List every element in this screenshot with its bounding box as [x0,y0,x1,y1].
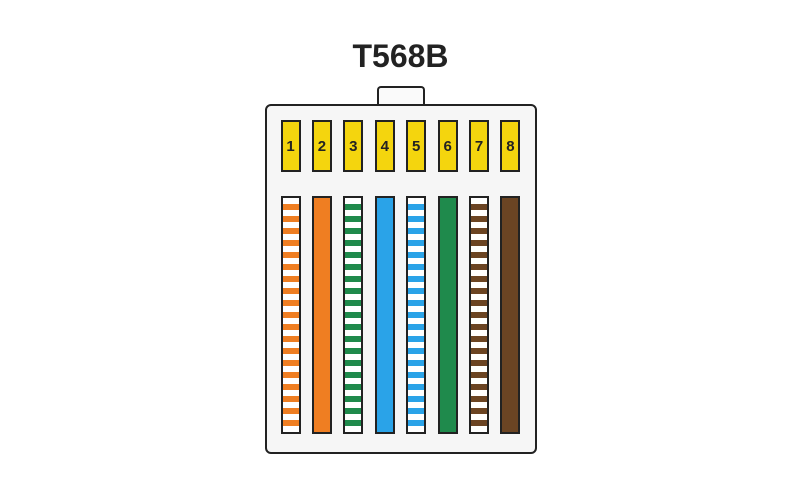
wire-1-white-orange [281,196,301,434]
pin-2: 2 [312,120,332,172]
wire-5-white-blue [406,196,426,434]
wire-7-white-brown [469,196,489,434]
pin-4: 4 [375,120,395,172]
connector-clip [377,86,425,104]
wire-4-blue [375,196,395,434]
wire-2-orange [312,196,332,434]
pin-8: 8 [500,120,520,172]
wire-3-white-green [343,196,363,434]
rj45-connector: 12345678 [265,86,537,454]
pin-3: 3 [343,120,363,172]
pin-7: 7 [469,120,489,172]
diagram-title: T568B [352,38,448,75]
wires-row [281,196,521,434]
pin-6: 6 [438,120,458,172]
wire-8-brown [500,196,520,434]
pins-row: 12345678 [281,120,521,172]
wire-6-green [438,196,458,434]
pin-5: 5 [406,120,426,172]
pin-1: 1 [281,120,301,172]
connector-body: 12345678 [265,104,537,454]
